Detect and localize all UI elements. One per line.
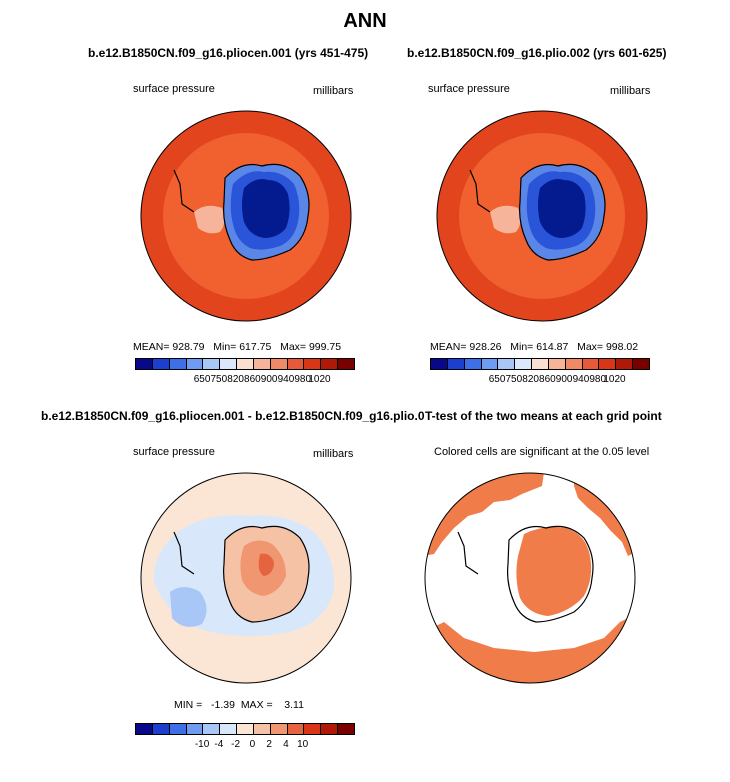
diff-colorbar-swatch xyxy=(321,724,339,734)
diff-colorbar-swatch xyxy=(169,724,187,734)
panel-2-colorbar-labels: 650 750 820 860 900 940 980 1020 xyxy=(430,374,648,386)
abs-colorbar-swatch xyxy=(498,359,516,369)
abs-colorbar-swatch xyxy=(481,359,499,369)
diff-colorbar-swatch xyxy=(338,724,354,734)
abs-colorbar-tick-label: 980 xyxy=(589,374,607,385)
panel-2-units-label: millibars xyxy=(610,85,651,97)
abs-colorbar-swatch xyxy=(616,359,634,369)
diff-colorbar-swatch xyxy=(136,724,153,734)
abs-colorbar-swatch xyxy=(237,359,254,369)
panel-1-map xyxy=(140,110,352,322)
abs-colorbar-swatch xyxy=(548,359,566,369)
abs-colorbar-tick-label: 820 xyxy=(227,374,244,385)
abs-colorbar-tick-label: 860 xyxy=(244,374,261,385)
panel-4-title: T-test of the two means at each grid poi… xyxy=(425,409,662,423)
panel-2-map xyxy=(436,110,648,322)
abs-colorbar-swatch xyxy=(447,359,465,369)
panel-3-colorbar-labels: -10 -4 -2 0 2 4 10 xyxy=(135,739,353,751)
abs-colorbar-tick-label: 650 xyxy=(193,374,211,385)
abs-colorbar-swatch xyxy=(582,359,600,369)
abs-colorbar-swatch xyxy=(304,359,322,369)
abs-colorbar-swatch xyxy=(321,359,339,369)
panel-1-variable-label: surface pressure xyxy=(133,83,215,95)
panel-3-colorbar xyxy=(135,723,355,735)
diff-colorbar-tick-label: -2 xyxy=(231,739,241,750)
panel-4-map xyxy=(424,472,636,684)
abs-colorbar-swatch xyxy=(338,359,354,369)
diff-colorbar-swatch xyxy=(237,724,254,734)
abs-colorbar-swatch xyxy=(515,359,533,369)
abs-colorbar-swatch xyxy=(464,359,482,369)
panel-4-caption: Colored cells are significant at the 0.0… xyxy=(434,446,650,458)
diff-colorbar-swatch xyxy=(220,724,238,734)
abs-colorbar-swatch xyxy=(633,359,649,369)
abs-colorbar-tick-label: 1020 xyxy=(308,374,331,385)
abs-colorbar-swatch xyxy=(270,359,288,369)
diff-colorbar-tick-label: -4 xyxy=(214,739,224,750)
diff-colorbar-swatch xyxy=(270,724,288,734)
diff-colorbar-tick-label: -10 xyxy=(194,739,210,750)
abs-colorbar-swatch xyxy=(287,359,305,369)
panel-1-title: b.e12.B1850CN.f09_g16.pliocen.001 (yrs 4… xyxy=(88,46,369,60)
abs-colorbar-tick-label: 980 xyxy=(294,374,312,385)
abs-colorbar-tick-label: 940 xyxy=(277,374,295,385)
abs-colorbar-tick-label: 900 xyxy=(260,374,278,385)
panel-2-colorbar xyxy=(430,358,650,370)
abs-colorbar-swatch xyxy=(186,359,204,369)
panel-1-colorbar xyxy=(135,358,355,370)
abs-colorbar-swatch xyxy=(532,359,549,369)
diff-colorbar-swatch xyxy=(186,724,204,734)
diff-colorbar-swatch xyxy=(253,724,271,734)
abs-colorbar-swatch xyxy=(253,359,271,369)
abs-colorbar-swatch xyxy=(203,359,221,369)
panel-2-stats: MEAN= 928.26 Min= 614.87 Max= 998.02 xyxy=(430,341,639,353)
abs-colorbar-tick-label: 820 xyxy=(522,374,539,385)
abs-colorbar-tick-label: 750 xyxy=(505,374,523,385)
abs-colorbar-swatch xyxy=(599,359,617,369)
abs-colorbar-tick-label: 1020 xyxy=(603,374,626,385)
abs-colorbar-swatch xyxy=(136,359,153,369)
diff-colorbar-swatch xyxy=(287,724,305,734)
diff-colorbar-tick-label: 10 xyxy=(297,739,309,750)
abs-colorbar-swatch xyxy=(431,359,448,369)
abs-colorbar-tick-label: 650 xyxy=(488,374,506,385)
abs-colorbar-swatch xyxy=(220,359,238,369)
panel-3-units-label: millibars xyxy=(313,448,354,460)
diff-colorbar-swatch xyxy=(203,724,221,734)
main-title: ANN xyxy=(343,10,387,32)
abs-colorbar-tick-label: 900 xyxy=(555,374,573,385)
diff-colorbar-tick-label: 0 xyxy=(249,739,256,750)
abs-colorbar-swatch xyxy=(565,359,583,369)
panel-2-title: b.e12.B1850CN.f09_g16.plio.002 (yrs 601-… xyxy=(407,46,667,60)
abs-colorbar-tick-label: 940 xyxy=(572,374,590,385)
diff-colorbar-tick-label: 2 xyxy=(266,739,272,750)
diff-colorbar-swatch xyxy=(304,724,322,734)
panel-3-stats: MIN = -1.39 MAX = 3.11 xyxy=(174,699,304,711)
abs-colorbar-tick-label: 750 xyxy=(210,374,228,385)
diff-colorbar-swatch xyxy=(152,724,170,734)
panel-1-colorbar-labels: 650 750 820 860 900 940 980 1020 xyxy=(135,374,353,386)
abs-colorbar-swatch xyxy=(169,359,187,369)
panel-1-stats: MEAN= 928.79 Min= 617.75 Max= 999.75 xyxy=(133,341,342,353)
abs-colorbar-tick-label: 860 xyxy=(539,374,556,385)
panel-3-title: b.e12.B1850CN.f09_g16.pliocen.001 - b.e1… xyxy=(41,409,425,423)
panel-1-units-label: millibars xyxy=(313,85,354,97)
panel-3-map xyxy=(140,472,352,684)
abs-colorbar-swatch xyxy=(152,359,170,369)
panel-2-variable-label: surface pressure xyxy=(428,83,510,95)
panel-3-variable-label: surface pressure xyxy=(133,446,215,458)
diff-colorbar-tick-label: 4 xyxy=(283,739,289,750)
